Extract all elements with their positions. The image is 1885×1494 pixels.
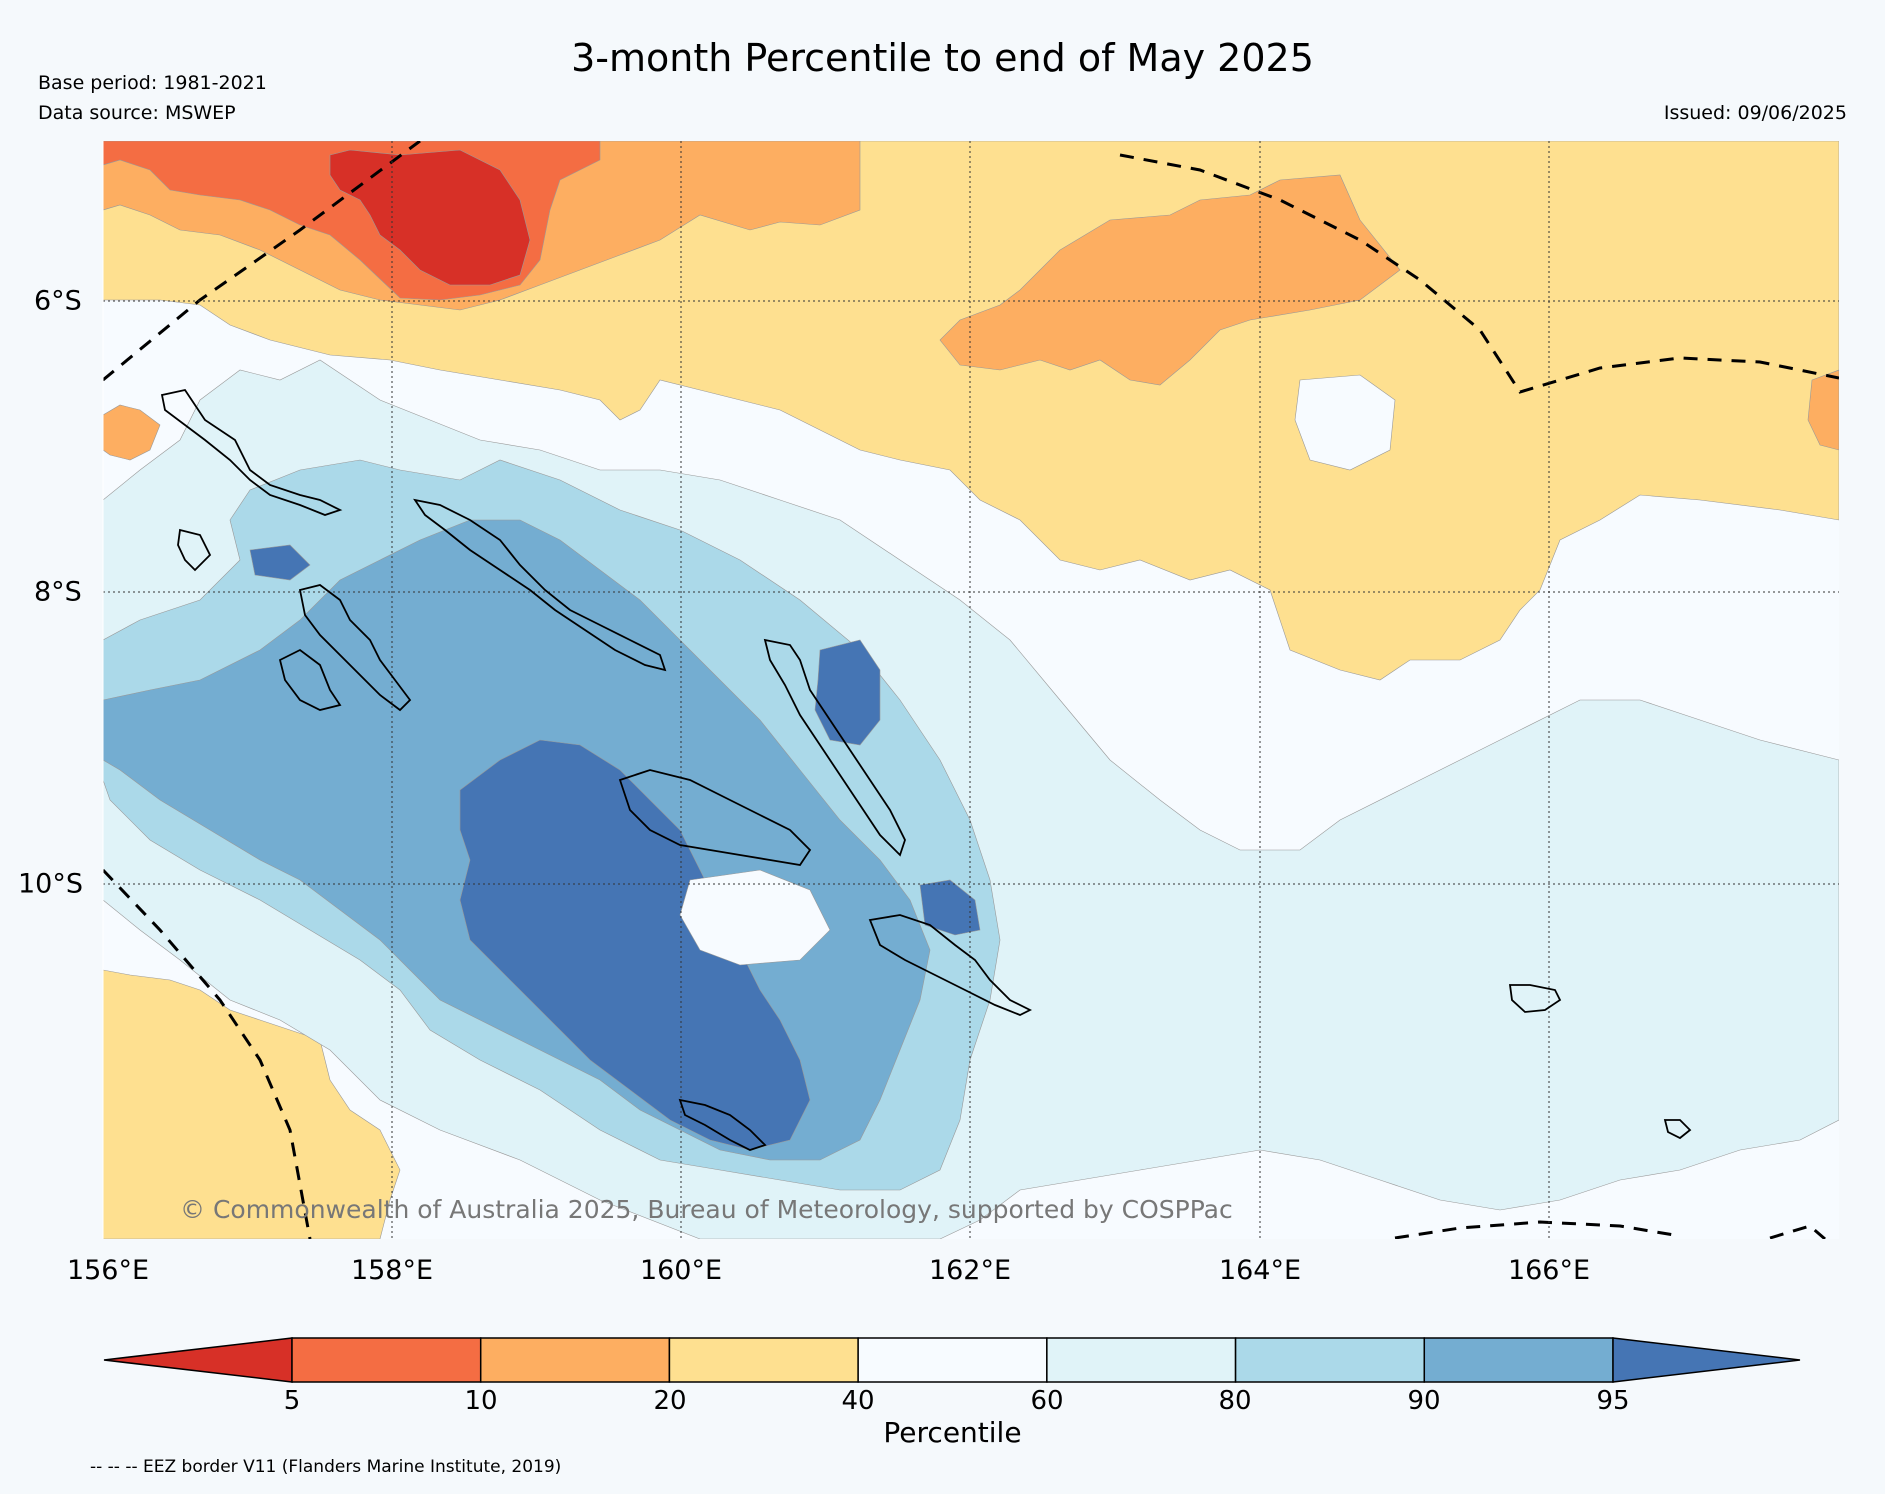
region-10-20-centre-north (939, 174, 1401, 386)
region-10-20-west (103, 404, 161, 461)
region-40-60-pocket-a (679, 869, 831, 966)
colorbar-tick-95: 95 (1596, 1386, 1630, 1416)
data-source-label: Data source: MSWEP (38, 102, 236, 124)
lon-label-162e: 162°E (928, 1255, 1012, 1286)
colorbar-tick-5: 5 (283, 1386, 301, 1416)
region-gt95-c (919, 879, 981, 936)
colorbar (103, 1337, 1801, 1383)
colorbar-bin (479, 1337, 671, 1383)
lat-label-8s: 8°S (34, 576, 82, 608)
chart-title: 3-month Percentile to end of May 2025 (571, 36, 1314, 80)
lon-label-160e: 160°E (639, 1255, 723, 1286)
colorbar-tick-60: 60 (1030, 1386, 1064, 1416)
colorbar-bin (291, 1337, 482, 1383)
lon-label-158e: 158°E (350, 1255, 434, 1286)
region-lt5 (329, 149, 531, 286)
coastlines (160, 388, 1692, 1151)
colorbar-tick-40: 40 (841, 1386, 875, 1416)
region-gt95-d (249, 544, 311, 581)
region-gt95-b (814, 639, 881, 746)
base-period-label: Base period: 1981-2021 (38, 72, 267, 94)
region-gt95-main (459, 739, 811, 1151)
lat-label-6s: 6°S (34, 285, 82, 317)
colorbar-bin (1234, 1337, 1426, 1383)
issued-date-label: Issued: 09/06/2025 (1663, 102, 1847, 124)
eez-footnote: -- -- -- EEZ border V11 (Flanders Marine… (90, 1457, 562, 1477)
lat-label-10s: 10°S (18, 868, 83, 900)
percentile-field (103, 141, 1839, 1239)
eez-borders (103, 141, 1839, 1239)
region-10-20-east (1807, 369, 1839, 451)
colorbar-tick-80: 80 (1218, 1386, 1252, 1416)
region-40-60-pocket-b (1294, 374, 1396, 471)
colorbar-extend-high (1612, 1337, 1801, 1383)
colorbar-label: Percentile (883, 1416, 1022, 1449)
colorbar-bin (857, 1337, 1048, 1383)
colorbar-bin (1046, 1337, 1237, 1383)
colorbar-tick-90: 90 (1407, 1386, 1441, 1416)
colorbar-tick-20: 20 (653, 1386, 687, 1416)
lon-label-166e: 166°E (1507, 1255, 1591, 1286)
region-20-40-southwest (103, 969, 401, 1239)
copyright-watermark: © Commonwealth of Australia 2025, Bureau… (180, 1195, 1233, 1224)
colorbar-extend-low (103, 1337, 293, 1383)
colorbar-tick-10: 10 (464, 1386, 498, 1416)
lon-label-164e: 164°E (1218, 1255, 1302, 1286)
graticule (103, 141, 1839, 1239)
colorbar-bin (668, 1337, 859, 1383)
lon-label-156e: 156°E (66, 1255, 150, 1286)
colorbar-bin (1423, 1337, 1614, 1383)
